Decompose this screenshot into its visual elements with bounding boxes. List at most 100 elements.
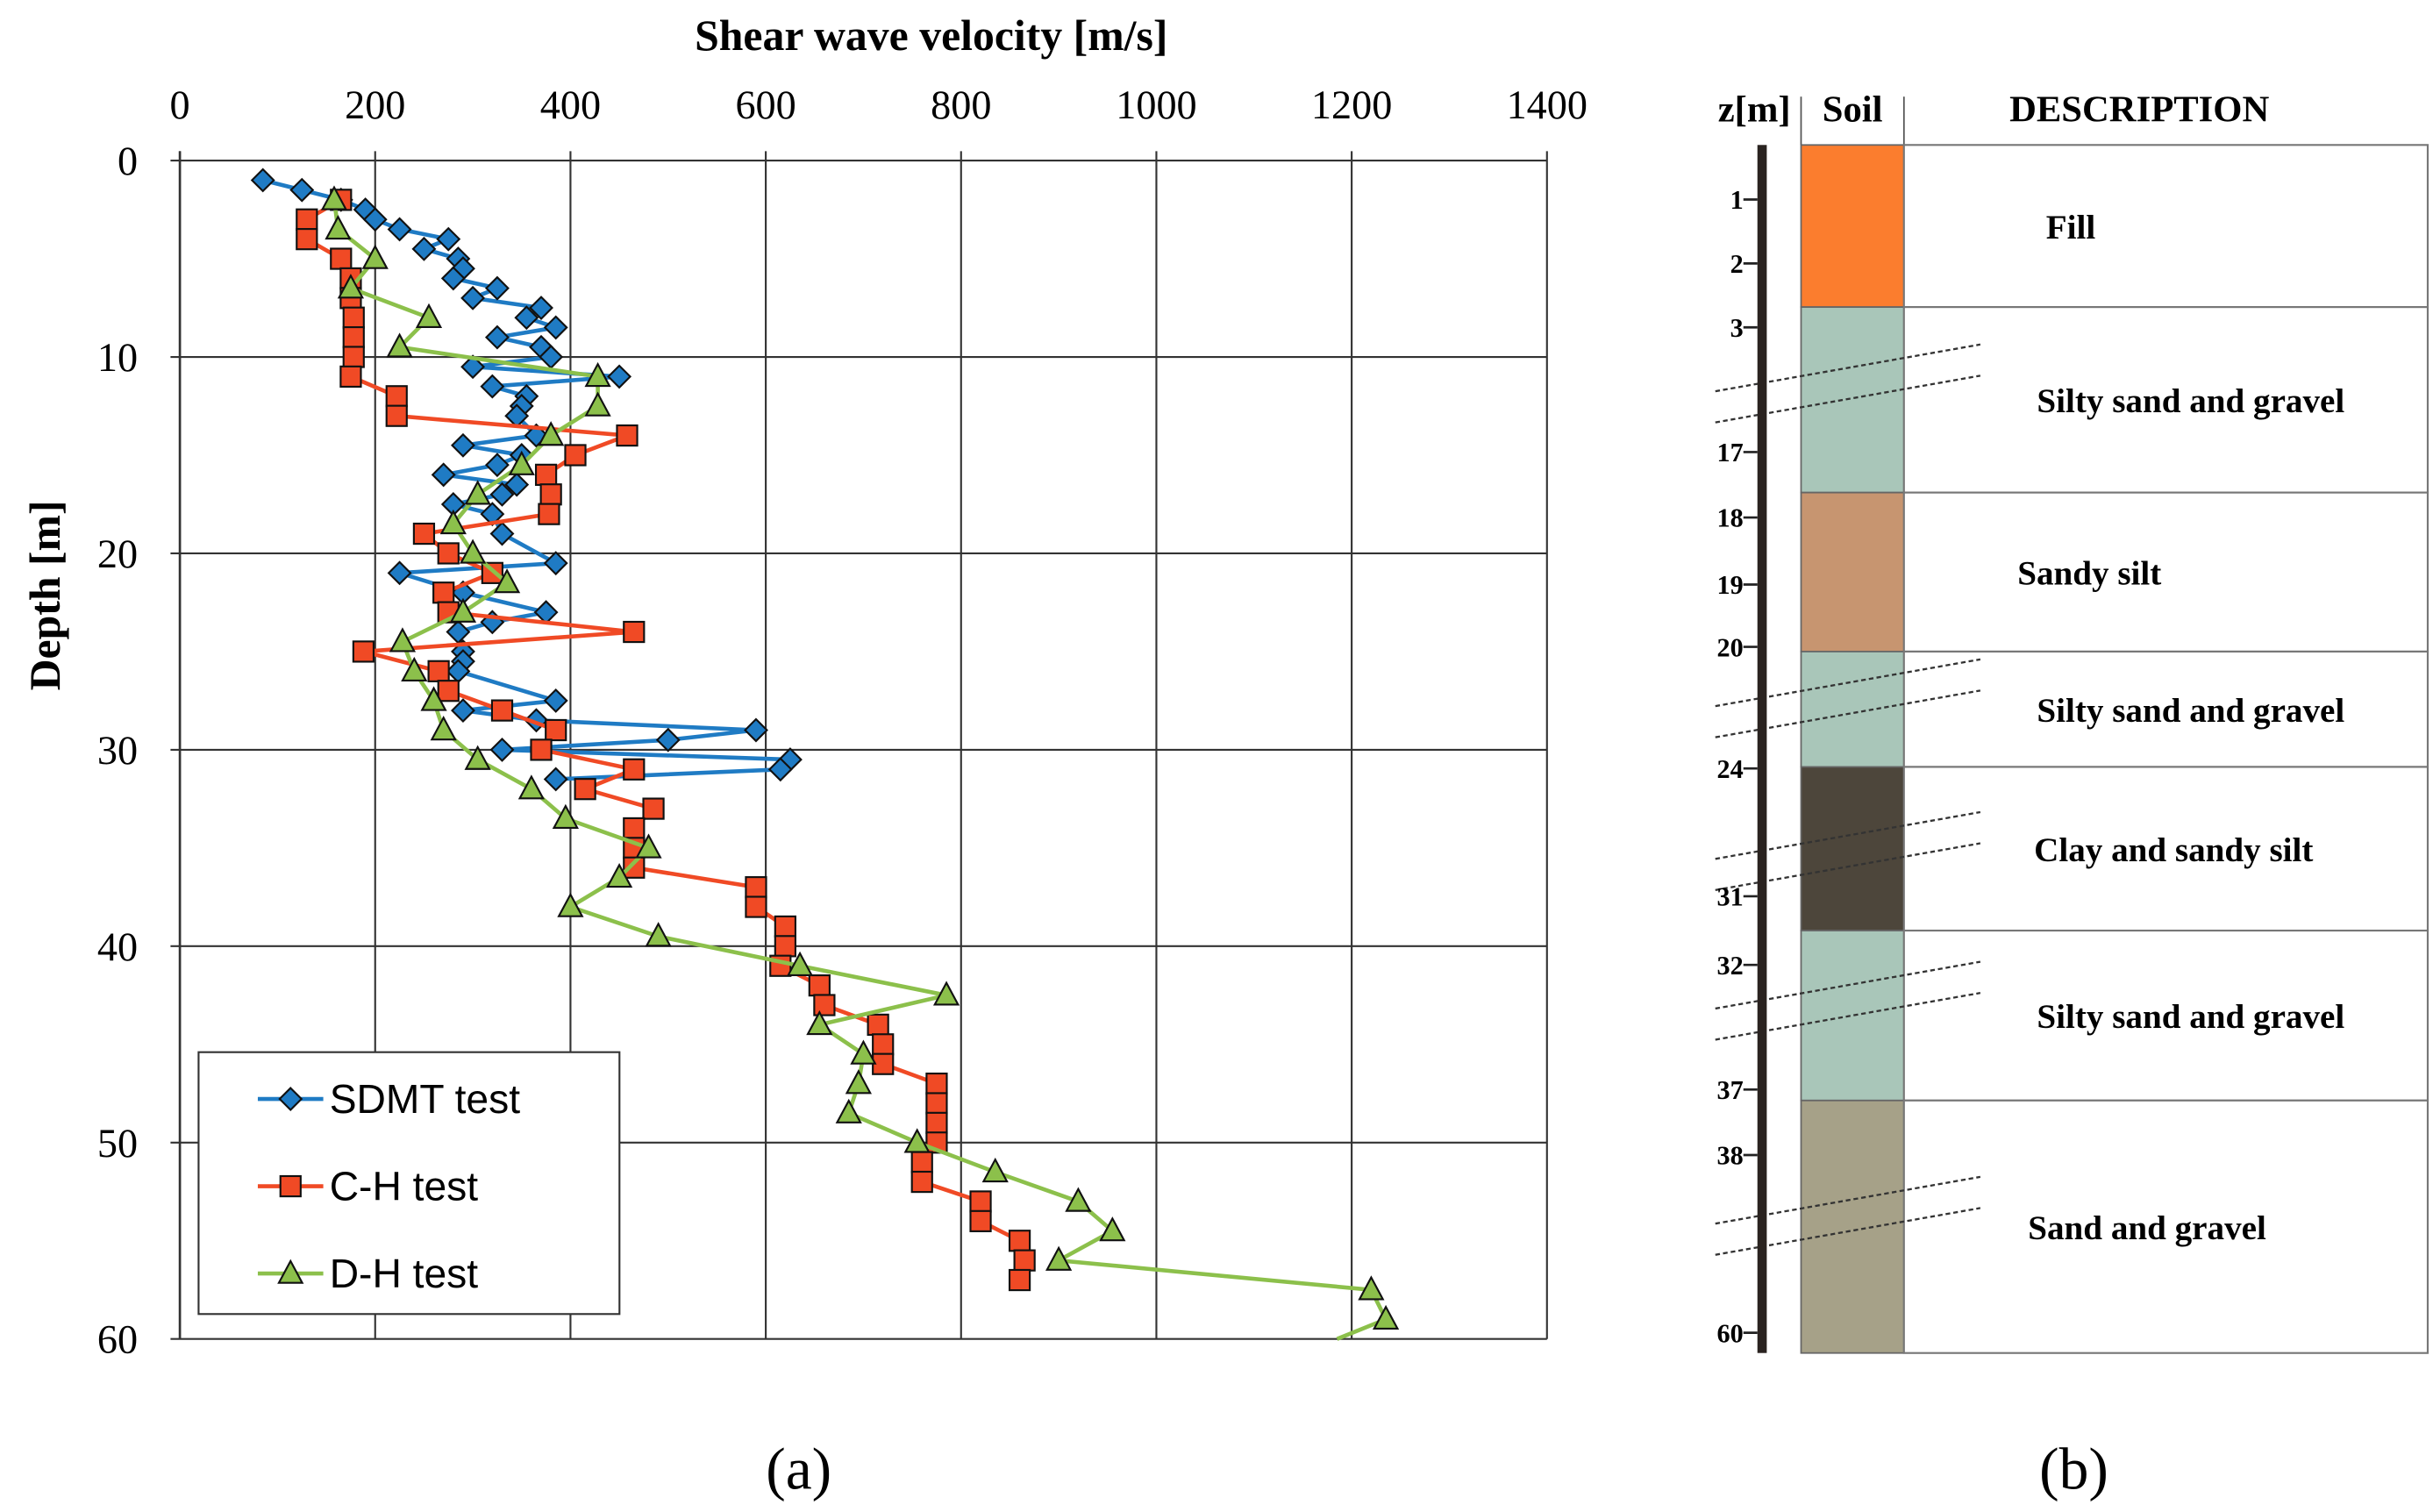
triangle-marker (439, 509, 467, 535)
square-marker (623, 817, 646, 840)
soil-swatch (1800, 306, 1905, 494)
diamond-marker (514, 305, 539, 331)
diamond-marker (411, 236, 437, 261)
x-tick-label: 200 (345, 82, 405, 127)
square-marker (330, 247, 353, 270)
soil-swatch (1800, 930, 1905, 1102)
soil-swatch (1800, 766, 1905, 931)
triangle-marker (645, 922, 672, 947)
diamond-marker (489, 737, 515, 762)
square-marker (339, 365, 362, 389)
triangle-marker (493, 568, 521, 594)
break-line (1715, 842, 1981, 891)
triangle-marker (584, 361, 611, 388)
diamond-marker (484, 325, 510, 350)
diamond-marker (767, 757, 793, 782)
diamond-marker (362, 207, 388, 232)
square-marker (745, 895, 767, 918)
depth-label: 60 (1717, 1318, 1744, 1348)
series-c-h-test (296, 189, 1036, 1292)
y-axis-title: Depth [m] (21, 500, 69, 690)
x-tick-labels: 0 200 400 600 800 1000 1200 1400 (170, 82, 1588, 127)
square-marker (925, 1072, 948, 1095)
diamond-marker (543, 551, 568, 576)
depth-label: 18 (1717, 503, 1744, 533)
x-tick-label: 0 (170, 82, 190, 127)
triangle-marker (845, 1069, 872, 1095)
triangle-marker (786, 951, 814, 976)
square-marker (969, 1190, 992, 1213)
square-marker (437, 680, 460, 703)
square-marker (296, 228, 318, 251)
break-line (1715, 810, 1981, 860)
soil-layer: Sandy silt (1800, 491, 2429, 653)
break-line (1715, 1175, 1981, 1225)
triangle-marker (449, 597, 477, 623)
square-marker (808, 974, 831, 997)
triangle-marker (1358, 1275, 1385, 1301)
ruler-bar (1757, 145, 1767, 1353)
square-marker (385, 385, 408, 408)
square-marker (538, 503, 560, 525)
square-marker (1013, 1249, 1036, 1272)
triangle-marker (420, 686, 447, 711)
soil-profile: z[m] Soil DESCRIPTION Fill Silty sand and… (1715, 89, 2429, 1501)
description-cell (1902, 766, 2429, 932)
depth-ruler: 1 2 3 17 18 19 20 24 31 32 37 38 60 (1717, 145, 1767, 1353)
description-cell (1902, 491, 2429, 653)
diamond-marker (504, 472, 530, 497)
diamond-marker (607, 364, 632, 389)
triangle-marker (517, 774, 546, 800)
description-cell (1902, 144, 2429, 309)
description-cell (1902, 929, 2429, 1102)
square-marker (545, 718, 567, 742)
diamond-marker (744, 717, 768, 743)
layer-description: Sand and gravel (2028, 1209, 2266, 1247)
triangle-marker (584, 391, 611, 417)
description-cell (1902, 306, 2429, 494)
square-marker (530, 738, 553, 761)
legend-item: D-H test (257, 1251, 478, 1296)
soil-layer: Fill (1800, 144, 2429, 309)
diamond-marker (489, 521, 515, 546)
diamond-marker (451, 432, 475, 458)
x-tick-label: 1200 (1311, 82, 1392, 127)
legend-triangle-icon (277, 1259, 304, 1284)
triangle-marker (1099, 1216, 1126, 1242)
header-soil: Soil (1823, 89, 1883, 131)
soil-swatch (1800, 651, 1905, 768)
series-layer (250, 168, 1400, 1341)
triangle-marker (835, 1098, 862, 1123)
depth-label: 31 (1717, 882, 1744, 912)
break-line (1715, 992, 1981, 1041)
diamond-marker (489, 481, 515, 507)
diamond-marker (543, 767, 568, 792)
legend-square-icon (279, 1174, 302, 1198)
triangle-marker (325, 214, 352, 240)
triangle-marker (1372, 1304, 1400, 1330)
square-marker (623, 620, 646, 644)
square-marker (427, 660, 450, 682)
triangle-marker (337, 274, 365, 299)
triangle-marker (538, 421, 565, 446)
x-tick-label: 1000 (1116, 82, 1196, 127)
square-marker (642, 797, 665, 820)
square-marker (296, 208, 318, 231)
square-marker (342, 346, 365, 368)
x-tick-label: 1400 (1507, 82, 1588, 127)
square-marker (745, 876, 767, 899)
y-tick-label: 60 (97, 1317, 138, 1362)
legend-label: C-H test (330, 1164, 479, 1209)
description-cell (1902, 1099, 2429, 1354)
soil-layer: Clay and sandy silt (1800, 766, 2429, 932)
square-marker (432, 581, 455, 604)
triangle-marker (464, 745, 491, 770)
y-tick-label: 50 (97, 1121, 138, 1166)
square-marker (867, 1013, 889, 1037)
panel-label-a: (a) (766, 1436, 831, 1501)
legend-label: SDMT test (330, 1076, 521, 1122)
triangle-marker (389, 627, 417, 653)
diamond-marker (480, 374, 505, 399)
triangle-marker (430, 716, 457, 741)
triangle-marker (401, 656, 428, 682)
